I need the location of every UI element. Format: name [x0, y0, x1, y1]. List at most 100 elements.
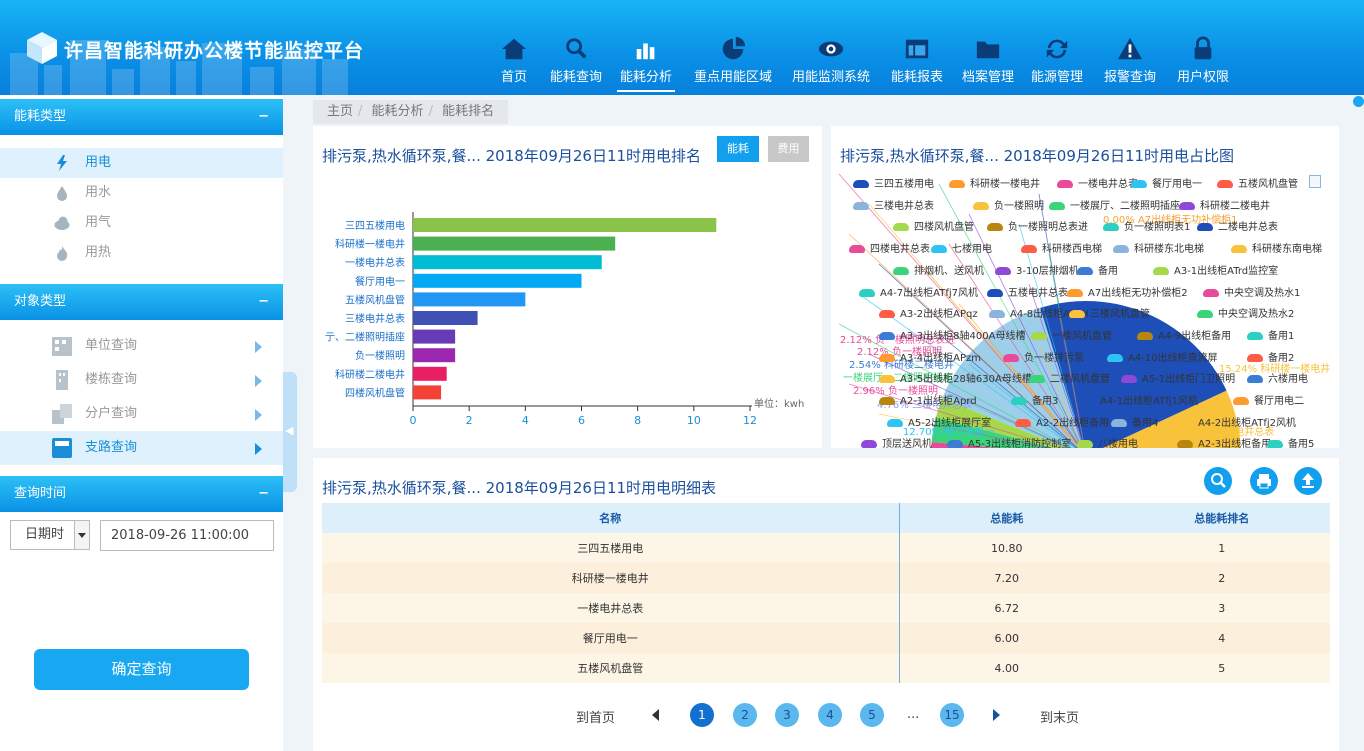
legend-item[interactable]: 排烟机、送风机 — [893, 262, 984, 277]
column-header[interactable]: 总能耗 — [899, 503, 1114, 533]
chevron-right-icon[interactable] — [255, 341, 262, 353]
chevron-right-icon[interactable] — [255, 409, 262, 421]
collapse-minus-icon[interactable]: − — [258, 294, 269, 309]
legend-item[interactable]: A3-2出线柜APqz — [879, 305, 978, 320]
pie-slice[interactable] — [1086, 390, 1241, 448]
prev-page-icon[interactable] — [652, 709, 659, 721]
energy-toggle-button[interactable]: 能耗 — [717, 136, 759, 162]
legend-item[interactable]: 顶层送风机 — [861, 435, 932, 448]
date-type-select[interactable]: 日期时 — [10, 520, 90, 550]
legend-item[interactable]: 负一楼照明总表进 — [987, 218, 1088, 233]
column-header[interactable]: 总能耗排名 — [1114, 503, 1330, 533]
chevron-down-icon[interactable] — [74, 521, 89, 549]
page-button[interactable]: 5 — [860, 703, 884, 727]
query-time-header[interactable]: 查询时间 − — [0, 476, 283, 512]
legend-item[interactable]: A4-9出线柜备用 — [1137, 327, 1231, 342]
table-row[interactable]: 餐厅用电一 6.00 4 — [322, 623, 1330, 653]
legend-item[interactable]: 二楼电井总表 — [1197, 218, 1278, 233]
legend-item[interactable]: 3-10层排烟机 — [995, 262, 1079, 277]
legend-item[interactable]: 科研楼西电梯 — [1021, 240, 1102, 255]
legend-item[interactable]: 三楼电井总表 — [853, 197, 934, 212]
collapse-minus-icon[interactable]: − — [258, 109, 269, 124]
page-button[interactable]: 1 — [690, 703, 714, 727]
legend-item[interactable]: 七楼用电 — [931, 240, 992, 255]
breadcrumb-home[interactable]: 主页 — [327, 104, 354, 119]
energy-item-1[interactable]: 用水 — [0, 178, 283, 208]
nav-item-3[interactable]: 重点用能区域 — [691, 30, 775, 92]
legend-item[interactable]: 科研楼东南电梯 — [1231, 240, 1322, 255]
legend-item[interactable]: 一楼电井总表 — [1057, 175, 1138, 190]
legend-item[interactable]: 四楼电井总表 — [849, 240, 930, 255]
column-header[interactable]: 名称 — [322, 503, 900, 533]
energy-item-3[interactable]: 用热 — [0, 238, 283, 268]
collapse-minus-icon[interactable]: − — [258, 486, 269, 501]
page-button[interactable]: 4 — [818, 703, 842, 727]
legend-item[interactable]: A2-2出线柜备用 — [1015, 414, 1109, 429]
legend-item[interactable]: 二楼风机盘管 — [1029, 370, 1110, 385]
page-button[interactable]: 3 — [775, 703, 799, 727]
legend-item[interactable]: 餐厅用电一 — [1131, 175, 1202, 190]
bar[interactable] — [413, 366, 447, 381]
legend-item[interactable]: 餐厅用电二 — [1233, 392, 1304, 407]
bar[interactable] — [413, 273, 582, 288]
object-item-1[interactable]: 楼栋查询 — [0, 363, 283, 397]
bar[interactable] — [413, 255, 602, 270]
cost-toggle-button[interactable]: 费用 — [768, 136, 809, 162]
bar[interactable] — [413, 385, 442, 400]
legend-item[interactable]: 备用 — [1077, 262, 1118, 277]
legend-item[interactable]: 备用4 — [1111, 414, 1158, 429]
legend-item[interactable]: A3-4出线柜APzm — [879, 349, 981, 364]
legend-item[interactable]: 五楼电井总表 — [987, 284, 1068, 299]
page-button[interactable]: 15 — [940, 703, 964, 727]
legend-item[interactable]: A4-10出线柜直流屏 — [1107, 349, 1218, 364]
pie-slice[interactable] — [935, 398, 1086, 448]
legend-item[interactable]: 负一楼照明表1 — [1103, 218, 1190, 233]
energy-item-0[interactable]: 用电 — [0, 148, 283, 178]
legend-item[interactable]: 科研楼东北电梯 — [1113, 240, 1204, 255]
bar[interactable] — [413, 311, 478, 325]
object-item-3[interactable]: 支路查询 — [0, 431, 283, 465]
legend-item[interactable]: 备用5 — [1267, 435, 1314, 448]
nav-item-7[interactable]: 能源管理 — [1031, 30, 1083, 92]
legend-item[interactable]: A2-3出线柜备用 — [1177, 435, 1271, 448]
legend-item[interactable]: 六楼用电 — [1247, 370, 1308, 385]
legend-item[interactable]: A3-3出线柜8轴400A母线槽 — [879, 327, 1025, 342]
legend-item[interactable]: 备用2 — [1247, 349, 1294, 364]
table-row[interactable]: 一楼电井总表 6.72 3 — [322, 593, 1330, 623]
table-row[interactable]: 五楼风机盘管 4.00 5 — [322, 653, 1330, 683]
legend-item[interactable]: A4-2出线柜ATfj2风机 — [1177, 414, 1296, 429]
legend-item[interactable]: A5-2出线柜展厅室 — [887, 414, 991, 429]
legend-item[interactable]: 中央空调及热水2 — [1197, 305, 1294, 320]
bar[interactable] — [413, 236, 616, 251]
chevron-right-icon[interactable] — [255, 375, 262, 387]
date-time-input[interactable]: 2018-09-26 11:00:00 — [100, 520, 274, 551]
legend-item[interactable]: A2-1出线柜Aprd — [879, 392, 977, 407]
legend-item[interactable]: A3-1出线柜ATrd监控室 — [1153, 262, 1278, 277]
search-button[interactable] — [1204, 467, 1232, 495]
legend-item[interactable]: 五楼风机盘管 — [1217, 175, 1298, 190]
nav-item-5[interactable]: 能耗报表 — [888, 30, 946, 92]
next-page-icon[interactable] — [993, 709, 1000, 721]
chevron-right-icon[interactable] — [255, 443, 262, 455]
legend-item[interactable]: 备用3 — [1011, 392, 1058, 407]
legend-item[interactable]: A3-5出线柜28轴630A母线槽 — [879, 370, 1032, 385]
legend-item[interactable]: 中央空调及热水1 — [1203, 284, 1300, 299]
legend-item[interactable]: 负一楼照明 — [973, 197, 1044, 212]
nav-item-8[interactable]: 报警查询 — [1103, 30, 1157, 92]
scrollbar-handle[interactable] — [1353, 96, 1364, 107]
pie-slice[interactable] — [931, 417, 1086, 448]
legend-item[interactable]: A4-1出线柜ATfj1风机 — [1079, 392, 1198, 407]
energy-item-2[interactable]: 用气 — [0, 208, 283, 238]
nav-item-0[interactable]: 首页 — [499, 30, 529, 92]
legend-item[interactable]: 八楼用电 — [1077, 435, 1138, 448]
export-image-icon[interactable] — [1309, 175, 1321, 188]
legend-item[interactable]: A4-8出线柜ATFH — [989, 305, 1089, 320]
legend-item[interactable]: 一楼展厅、二楼照明插座 — [1049, 197, 1180, 212]
pie-slice[interactable] — [1040, 301, 1227, 448]
legend-item[interactable]: A7出线柜无功补偿柜2 — [1067, 284, 1188, 299]
confirm-query-button[interactable]: 确定查询 — [34, 649, 249, 690]
table-row[interactable]: 科研楼一楼电井 7.20 2 — [322, 563, 1330, 593]
legend-item[interactable]: 备用1 — [1247, 327, 1294, 342]
export-button[interactable] — [1294, 467, 1322, 495]
object-item-0[interactable]: 单位查询 — [0, 329, 283, 363]
